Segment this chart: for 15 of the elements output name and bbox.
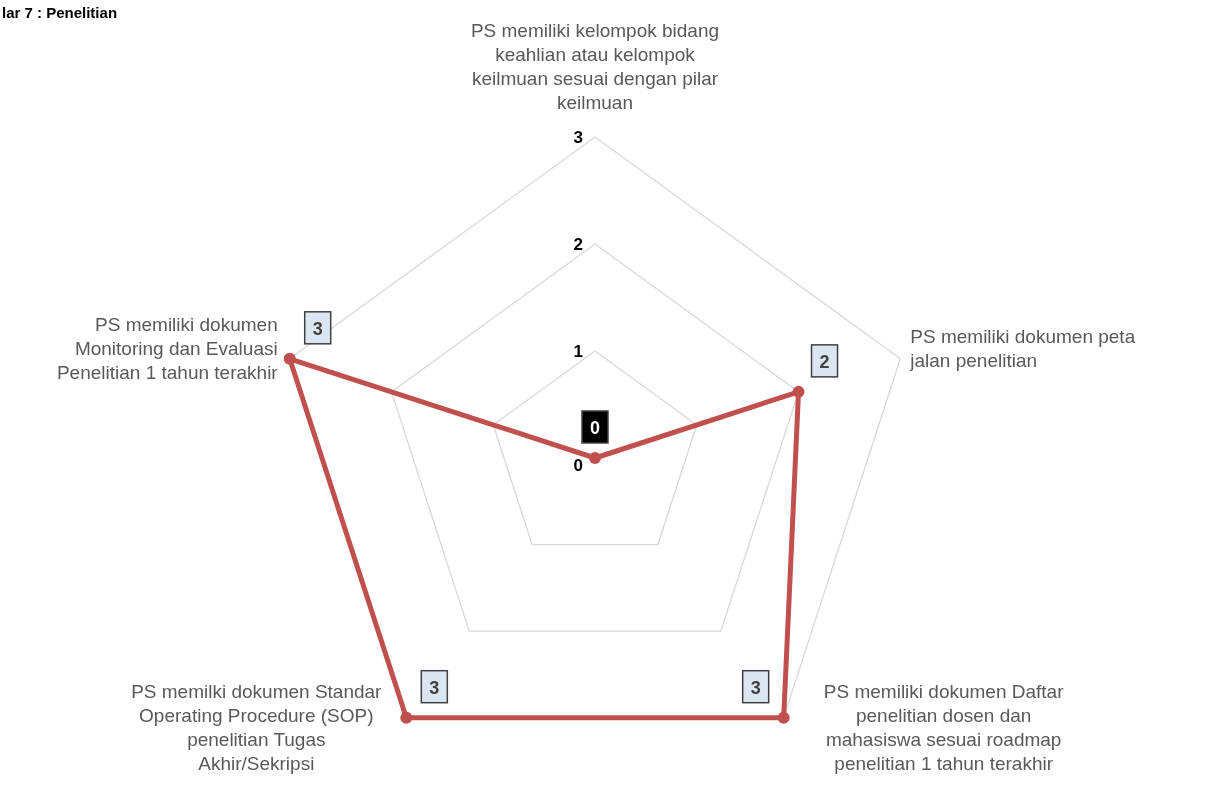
y-tick-label: 3 [573, 128, 583, 147]
spoke-label: PS memiliki kelompok bidang keahlian atau kelompok keilmuan sesuai dengan pilar keilmuan [470, 20, 720, 113]
spoke-label: PS memilki dokumen Standar Operating Procedure (SOP) penelitian Tugas Akhir/Sekripsi [131, 680, 383, 774]
spoke-label: PS memiliki dokumen peta jalan penelitian [909, 325, 1136, 371]
spoke-label: PS memiliki dokumen Daftar penelitian dosen dan mahasiswa sesuai roadmap penelitian 1 tahun terakhir [823, 680, 1065, 774]
y-tick-label: 2 [573, 235, 583, 254]
y-tick-label: 1 [573, 342, 583, 361]
data-label: 2 [819, 351, 830, 372]
data-label: 3 [429, 677, 440, 698]
data-label: 3 [750, 677, 761, 698]
y-tick-label: 0 [573, 456, 583, 475]
chart-title: lar 7 : Penelitian [2, 4, 118, 21]
spoke-label: PS memiliki dokumen Monitoring dan Evaluasi Penelitian 1 tahun terakhir [56, 313, 279, 383]
data-label: 3 [312, 318, 323, 339]
data-label: 0 [589, 418, 601, 438]
